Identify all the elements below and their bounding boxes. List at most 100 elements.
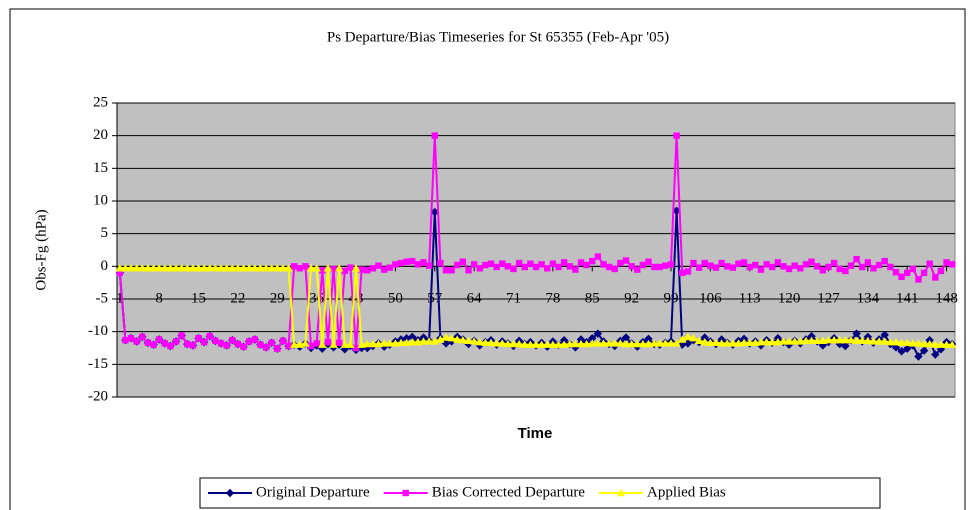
point [408, 337, 417, 346]
point [527, 260, 534, 267]
point [594, 253, 602, 260]
point [441, 333, 451, 341]
x-tick-label: 106 [699, 290, 722, 306]
x-tick-label: 148 [935, 290, 958, 306]
point [565, 339, 574, 348]
point [711, 338, 721, 346]
point [369, 265, 377, 272]
point [559, 340, 569, 348]
point [583, 261, 590, 269]
point [391, 339, 400, 347]
point [464, 336, 473, 345]
point [712, 264, 720, 271]
point [368, 339, 378, 348]
point [902, 344, 912, 353]
point [818, 341, 828, 350]
point [679, 269, 686, 277]
point [762, 337, 771, 346]
point [593, 339, 603, 347]
point [143, 264, 153, 272]
point [139, 333, 146, 341]
point [836, 265, 843, 273]
point [267, 264, 276, 272]
point [869, 337, 878, 345]
x-tick-label: 8 [155, 290, 163, 306]
legend-label: Original Departure [256, 484, 370, 500]
point [903, 269, 911, 277]
x-tick-label: 1 [116, 290, 124, 306]
point [397, 259, 405, 267]
point [334, 264, 344, 272]
point [891, 337, 901, 346]
point [842, 267, 849, 275]
point [144, 339, 152, 346]
legend-label: Applied Bias [647, 484, 726, 500]
point [171, 264, 181, 272]
x-tick-label: 141 [896, 290, 919, 306]
point [739, 338, 749, 346]
point [555, 263, 562, 271]
point [808, 258, 815, 265]
point [414, 261, 422, 268]
point [515, 259, 523, 267]
point [853, 255, 860, 263]
point [340, 340, 349, 348]
point [150, 341, 157, 348]
point [814, 263, 821, 270]
legend-marker [616, 488, 626, 497]
point [330, 265, 337, 273]
point [211, 264, 220, 272]
y-tick-label: 10 [93, 192, 108, 208]
x-tick-label: 57 [427, 290, 443, 306]
point [402, 338, 411, 346]
point [780, 263, 787, 270]
point [852, 336, 861, 345]
point [797, 265, 804, 272]
point [132, 264, 141, 272]
point [194, 264, 203, 272]
point [122, 336, 129, 344]
point [324, 338, 332, 346]
point [559, 335, 569, 345]
point [915, 276, 922, 283]
point [273, 264, 282, 272]
point [942, 340, 951, 348]
point [161, 340, 169, 347]
point [437, 259, 444, 267]
point [385, 339, 394, 347]
point [802, 261, 810, 268]
y-tick-label: -15 [88, 356, 108, 372]
point [683, 339, 693, 348]
point [234, 340, 242, 348]
point [707, 262, 714, 269]
x-tick-label: 43 [349, 290, 364, 306]
point [763, 261, 770, 268]
point [841, 341, 850, 351]
point [914, 352, 923, 361]
point [116, 269, 124, 277]
point [364, 267, 371, 274]
point [195, 335, 202, 342]
point [244, 264, 254, 272]
point [481, 338, 490, 346]
point [492, 339, 501, 347]
point [126, 264, 136, 272]
point [177, 264, 186, 272]
point [943, 259, 950, 266]
point [498, 339, 507, 347]
y-tick-label: -5 [96, 290, 109, 306]
legend-marker [225, 488, 235, 498]
point [486, 338, 496, 346]
point [296, 265, 303, 272]
point [690, 259, 697, 267]
x-tick-label: 134 [857, 290, 880, 306]
point [599, 339, 608, 347]
point [846, 335, 856, 344]
point [448, 267, 455, 274]
point [931, 350, 940, 359]
point [493, 263, 500, 271]
point [752, 261, 759, 269]
point [250, 264, 259, 272]
point [504, 263, 512, 270]
point [521, 263, 528, 271]
